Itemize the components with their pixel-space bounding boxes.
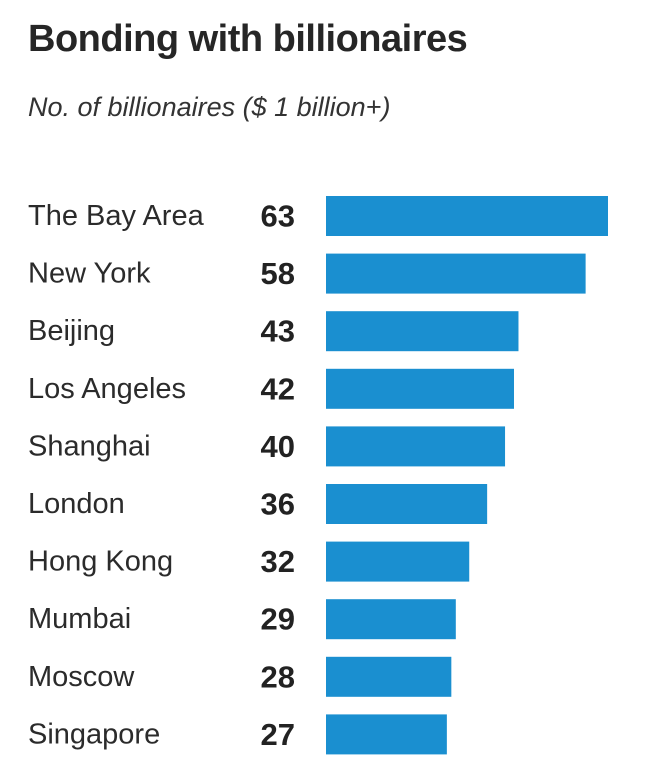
category-label-mumbai: Mumbai bbox=[28, 603, 131, 635]
bar-beijing bbox=[326, 311, 519, 352]
bar-row-mumbai: Mumbai 29 bbox=[28, 599, 456, 640]
bar-row-los-angeles: Los Angeles 42 bbox=[28, 368, 514, 409]
category-label-los-angeles: Los Angeles bbox=[28, 373, 186, 405]
chart-title: Bonding with billionaires bbox=[28, 18, 468, 60]
chart-subtitle: No. of billionaires ($ 1 billion+) bbox=[28, 92, 391, 122]
bar-singapore bbox=[326, 714, 447, 755]
bar-row-london: London 36 bbox=[28, 484, 488, 524]
category-label-moscow: Moscow bbox=[28, 661, 135, 693]
value-label-los-angeles: 42 bbox=[261, 371, 295, 406]
bar-mumbai bbox=[326, 599, 456, 640]
category-label-new-york: New York bbox=[28, 258, 151, 290]
bar-shanghai bbox=[326, 426, 506, 467]
category-label-hong-kong: Hong Kong bbox=[28, 546, 173, 578]
bar-moscow bbox=[326, 656, 452, 697]
bar-row-singapore: Singapore 27 bbox=[28, 714, 447, 755]
bar-the-bay-area bbox=[326, 196, 608, 236]
bar-los-angeles bbox=[326, 368, 514, 409]
category-label-london: London bbox=[28, 488, 125, 520]
category-label-shanghai: Shanghai bbox=[28, 430, 151, 462]
bar-row-moscow: Moscow 28 bbox=[28, 656, 452, 697]
category-label-beijing: Beijing bbox=[28, 315, 115, 347]
value-label-london: 36 bbox=[261, 487, 295, 522]
bar-row-new-york: New York 58 bbox=[28, 253, 586, 294]
value-label-new-york: 58 bbox=[261, 256, 295, 291]
bar-hong-kong bbox=[326, 541, 470, 582]
value-label-beijing: 43 bbox=[261, 314, 295, 349]
value-label-the-bay-area: 63 bbox=[261, 199, 295, 234]
bar-row-shanghai: Shanghai 40 bbox=[28, 426, 506, 467]
value-label-mumbai: 29 bbox=[261, 602, 295, 637]
value-label-moscow: 28 bbox=[261, 659, 295, 694]
value-label-hong-kong: 32 bbox=[261, 544, 295, 579]
value-label-singapore: 27 bbox=[261, 717, 295, 752]
category-label-singapore: Singapore bbox=[28, 718, 160, 750]
bar-new-york bbox=[326, 253, 586, 294]
value-label-shanghai: 40 bbox=[261, 429, 295, 464]
bar-row-hong-kong: Hong Kong 32 bbox=[28, 541, 470, 582]
category-label-the-bay-area: The Bay Area bbox=[28, 200, 205, 232]
bar-london bbox=[326, 484, 488, 524]
bar-row-the-bay-area: The Bay Area 63 bbox=[28, 196, 608, 236]
bar-row-beijing: Beijing 43 bbox=[28, 311, 519, 352]
